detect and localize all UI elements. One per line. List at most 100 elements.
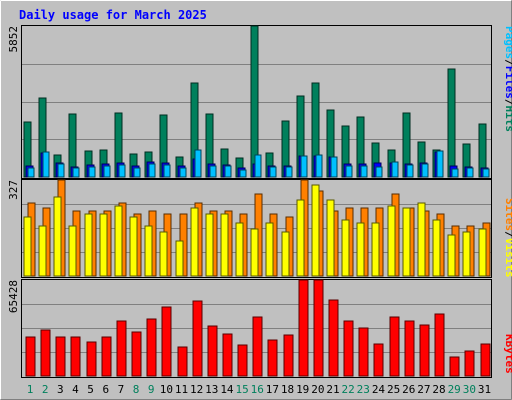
top-panel-max-label: 5852 xyxy=(7,26,20,53)
visits-bar xyxy=(462,231,471,277)
visits-bar xyxy=(220,213,229,277)
visits-bar xyxy=(478,228,487,277)
kbytes-bar xyxy=(177,346,188,377)
kbytes-bar xyxy=(283,334,294,377)
middle-panel-bars xyxy=(23,179,491,277)
pages-bar xyxy=(88,166,96,178)
legend-files: Files xyxy=(503,66,512,99)
visits-bar xyxy=(432,219,441,277)
legend-separator: / xyxy=(503,59,512,66)
pages-bar xyxy=(285,166,293,178)
visits-bar xyxy=(250,228,259,277)
legend-separator: / xyxy=(503,99,512,106)
visits-bar xyxy=(99,213,108,277)
visits-bar xyxy=(205,213,214,277)
day-label: 21 xyxy=(326,383,339,396)
kbytes-bar xyxy=(116,320,127,377)
legend-visits: Visits xyxy=(503,238,512,278)
pages-bar xyxy=(133,167,141,178)
kbytes-bar xyxy=(328,299,339,377)
visits-bar xyxy=(356,222,365,277)
day-label: 1 xyxy=(27,383,34,396)
visits-bar xyxy=(84,213,93,277)
kbytes-bar xyxy=(70,336,81,377)
pages-bar xyxy=(375,166,383,178)
visits-bar xyxy=(23,216,32,277)
day-label: 26 xyxy=(402,383,415,396)
kbytes-bar xyxy=(25,336,36,377)
kbytes-bar xyxy=(207,325,218,377)
pages-bar xyxy=(345,165,353,178)
day-label: 9 xyxy=(148,383,155,396)
bottom-panel-legend: KBytes xyxy=(503,334,512,374)
day-label: 11 xyxy=(175,383,188,396)
middle-panel-legend: Sites/Visits xyxy=(503,198,512,278)
day-label: 22 xyxy=(342,383,355,396)
legend-sites: Sites xyxy=(503,198,512,231)
visits-bar xyxy=(144,225,153,277)
day-label: 13 xyxy=(205,383,218,396)
kbytes-bar xyxy=(464,350,475,377)
kbytes-bar xyxy=(373,343,384,377)
visits-bar xyxy=(190,207,199,277)
legend-pages: Pages xyxy=(503,26,512,59)
pages-bar xyxy=(360,165,368,178)
day-label: 23 xyxy=(357,383,370,396)
day-labels: 1 2 3 4 5 6 7 8 9 10 11 12 13 14 15 16 17 18 19 20 21 22 23 24 2… xyxy=(27,383,491,396)
kbytes-bar xyxy=(146,318,157,377)
visits-bar xyxy=(296,199,305,277)
visits-bar xyxy=(38,225,47,277)
legend-kbytes: KBytes xyxy=(503,334,512,374)
bottom-panel-bars xyxy=(25,279,491,377)
day-label: 4 xyxy=(72,383,79,396)
kbytes-bar xyxy=(86,341,97,377)
day-label: 16 xyxy=(251,383,264,396)
kbytes-bar xyxy=(434,313,445,377)
visits-bar xyxy=(387,205,396,277)
day-label: 15 xyxy=(235,383,248,396)
pages-bar xyxy=(209,165,217,178)
top-panel-bars xyxy=(23,25,490,178)
pages-bar xyxy=(239,169,247,178)
kbytes-bar xyxy=(222,333,233,377)
kbytes-bar xyxy=(389,316,400,377)
kbytes-bar xyxy=(358,327,369,377)
kbytes-bar xyxy=(252,316,263,377)
day-label: 14 xyxy=(220,383,234,396)
kbytes-bar xyxy=(101,336,112,377)
day-label: 18 xyxy=(281,383,294,396)
pages-bar xyxy=(179,167,187,178)
day-label: 5 xyxy=(87,383,94,396)
kbytes-bar xyxy=(237,344,248,377)
pages-bar xyxy=(27,167,35,178)
day-label: 31 xyxy=(478,383,491,396)
day-label: 12 xyxy=(190,383,203,396)
kbytes-bar xyxy=(404,320,415,377)
day-label: 7 xyxy=(118,383,125,396)
day-label: 28 xyxy=(432,383,445,396)
visits-bar xyxy=(417,202,426,277)
day-label: 6 xyxy=(102,383,109,396)
hits-bar xyxy=(250,25,259,178)
pages-bar xyxy=(118,164,126,178)
day-label: 27 xyxy=(417,383,430,396)
pages-bar xyxy=(194,149,202,178)
visits-bar xyxy=(129,216,138,277)
pages-bar xyxy=(451,168,459,178)
day-label: 24 xyxy=(372,383,386,396)
visits-bar xyxy=(265,222,274,277)
pages-bar xyxy=(224,165,232,178)
visits-bar xyxy=(311,184,320,277)
pages-bar xyxy=(466,167,474,178)
day-label: 8 xyxy=(133,383,140,396)
visits-bar xyxy=(114,205,123,277)
day-label: 29 xyxy=(448,383,461,396)
visits-bar xyxy=(175,240,184,277)
kbytes-bar xyxy=(298,279,309,377)
pages-bar xyxy=(72,167,80,178)
visits-bar xyxy=(326,199,335,277)
visits-bar xyxy=(68,225,77,277)
kbytes-bar xyxy=(419,324,430,377)
kbytes-bar xyxy=(449,356,460,377)
day-label: 25 xyxy=(387,383,400,396)
